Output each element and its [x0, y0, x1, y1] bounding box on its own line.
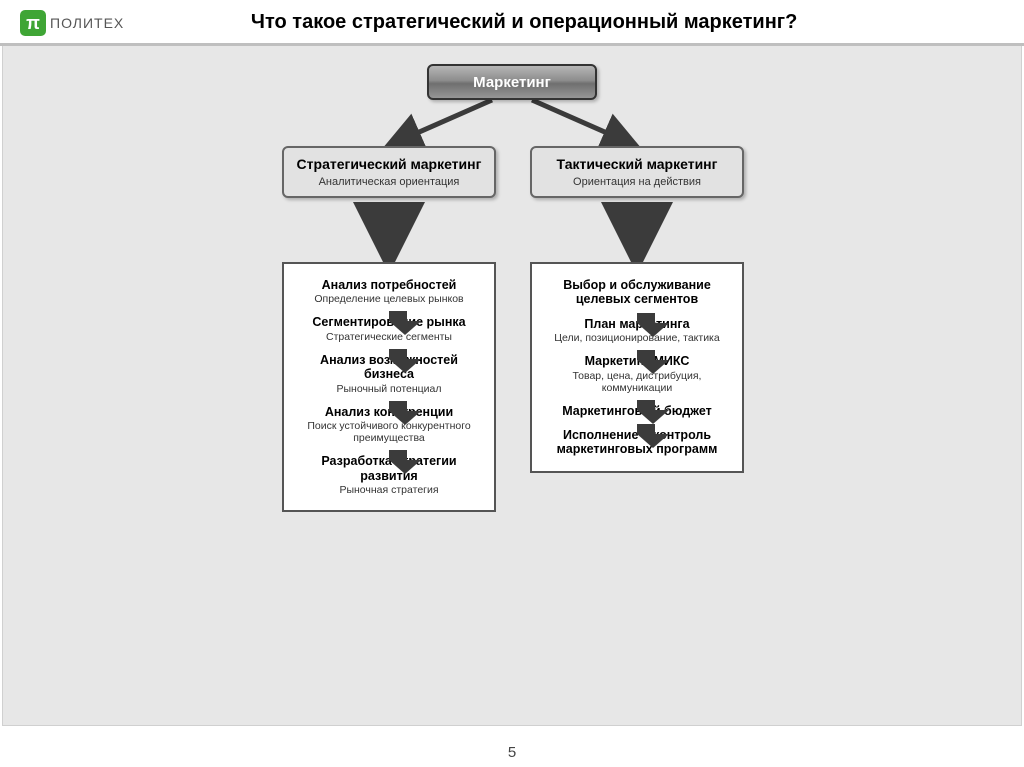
step-title: Выбор и обслуживание целевых сегментов [542, 278, 732, 307]
root-node: Маркетинг [427, 64, 597, 100]
step-title: Анализ потребностей [294, 278, 484, 292]
step-subtitle: Рыночный потенциал [294, 383, 484, 395]
step-subtitle: Определение целевых рынков [294, 293, 484, 305]
page-number: 5 [0, 744, 1024, 761]
slide-header: π ПОЛИТЕХ Что такое стратегический и опе… [0, 0, 1024, 46]
logo-text: ПОЛИТЕХ [50, 15, 124, 31]
step-node: Выбор и обслуживание целевых сегментов [542, 278, 732, 307]
slide-canvas: Маркетинг Стратегический маркетинг Анали… [2, 46, 1022, 726]
brand-logo: π ПОЛИТЕХ [20, 10, 124, 36]
step-subtitle: Рыночная стратегия [294, 484, 484, 496]
slide-title: Что такое стратегический и операционный … [124, 11, 1004, 34]
branch-subtitle: Ориентация на действия [538, 176, 736, 188]
branch-strategic: Стратегический маркетинг Аналитическая о… [282, 146, 496, 198]
logo-mark: π [20, 10, 46, 36]
branch-subtitle: Аналитическая ориентация [290, 176, 488, 188]
column-tactical: Выбор и обслуживание целевых сегментов П… [530, 262, 744, 473]
branch-tactical: Тактический маркетинг Ориентация на дейс… [530, 146, 744, 198]
branch-title: Стратегический маркетинг [290, 156, 488, 172]
branch-title: Тактический маркетинг [538, 156, 736, 172]
column-strategic: Анализ потребностей Определение целевых … [282, 262, 496, 512]
step-node: Анализ потребностей Определение целевых … [294, 278, 484, 305]
